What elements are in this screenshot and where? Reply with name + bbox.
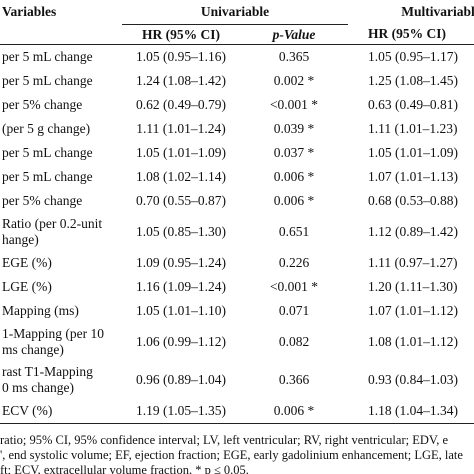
table-row: LGE (%) 1.16 (1.09–1.24) <0.001 * 1.20 (1.1… bbox=[0, 275, 474, 299]
variable-header: Variables bbox=[2, 4, 57, 20]
variable-cell: per 5% change bbox=[2, 193, 83, 208]
table-row: (per 5 g change) 1.11 (1.01–1.24) 0.039 * 1… bbox=[0, 117, 474, 141]
value-cell: 1.16 (1.09–1.24) bbox=[136, 279, 226, 294]
table-row: 1-Mapping (per 10 ms change) 1.06 (0.99–1… bbox=[0, 323, 474, 361]
value-cell: 0.082 bbox=[278, 334, 310, 349]
variable-cell: LGE (%) bbox=[2, 279, 52, 294]
value-cell: 0.365 bbox=[278, 49, 310, 64]
value-cell: 0.002 * bbox=[273, 73, 315, 88]
table-row: per 5% change 0.70 (0.55–0.87) 0.006 * 0.68… bbox=[0, 189, 474, 213]
group-header: Multivariable bbox=[401, 4, 474, 20]
table-row: per 5 mL change 1.08 (1.02–1.14) 0.006 * 1.… bbox=[0, 165, 474, 189]
value-cell: 0.651 bbox=[278, 224, 310, 239]
value-cell: 0.96 (0.89–1.04) bbox=[136, 372, 226, 387]
variable-cell: per 5 mL change bbox=[2, 169, 93, 184]
variable-cell: per 5 mL change bbox=[2, 73, 93, 88]
value-cell: 1.19 (1.05–1.35) bbox=[122, 399, 240, 424]
table-row: Mapping (ms) 1.05 (1.01–1.10) 0.071 1.07 (1… bbox=[0, 299, 474, 323]
value-cell: 1.05 (1.01–1.10) bbox=[136, 303, 226, 318]
footnote: ratio; 95% CI, 95% confidence interval; … bbox=[0, 433, 474, 474]
value-cell: 1.24 (1.08–1.42) bbox=[136, 73, 226, 88]
value-cell: 1.06 (0.99–1.12) bbox=[136, 334, 226, 349]
value-cell: 1.20 (1.11–1.30) bbox=[368, 279, 458, 294]
variable-cell: ECV (%) bbox=[0, 399, 122, 424]
value-cell: 1.05 (0.85–1.30) bbox=[136, 224, 226, 239]
value-cell: 0.006 * bbox=[240, 399, 349, 424]
value-cell: 1.12 (0.89–1.42) bbox=[368, 224, 459, 239]
value-cell: 1.05 (1.01–1.09) bbox=[136, 145, 226, 160]
value-cell: 0.039 * bbox=[273, 121, 315, 136]
value-cell: 1.09 (0.95–1.24) bbox=[136, 255, 226, 270]
group-header: Univariable bbox=[122, 0, 349, 25]
value-cell: 1.07 (1.01–1.13) bbox=[368, 169, 459, 184]
value-cell: 0.226 bbox=[278, 255, 310, 270]
value-cell: 0.63 (0.49–0.81) bbox=[368, 97, 459, 112]
variable-cell: Mapping (ms) bbox=[2, 303, 79, 318]
results-table: Variables Univariable Multivariable HR (… bbox=[0, 0, 474, 424]
value-cell: 1.25 (1.08–1.45) bbox=[368, 73, 459, 88]
table-row: Ratio (per 0.2-unit hange) 1.05 (0.85–1.3… bbox=[0, 213, 474, 251]
variable-cell: Ratio (per 0.2-unit hange) bbox=[2, 216, 103, 247]
table-row: rast T1-Mapping 0 ms change) 0.96 (0.89–1… bbox=[0, 361, 474, 399]
table-row: per 5% change 0.62 (0.49–0.79) <0.001 * 0.6… bbox=[0, 93, 474, 117]
value-cell: 0.70 (0.55–0.87) bbox=[136, 193, 226, 208]
value-cell: 1.05 (0.95–1.17) bbox=[368, 49, 459, 64]
value-cell: 0.93 (0.84–1.03) bbox=[368, 372, 459, 387]
value-cell: 1.05 (0.95–1.16) bbox=[136, 49, 226, 64]
column-header: p-Value bbox=[240, 24, 349, 45]
footnote-line: ft; ECV, extracellular volume fraction, … bbox=[0, 463, 249, 474]
value-cell: <0.001 * bbox=[269, 279, 319, 294]
variable-cell: 1-Mapping (per 10 ms change) bbox=[2, 326, 104, 357]
variable-cell: EGE (%) bbox=[2, 255, 52, 270]
value-cell: 1.18 (1.04–1.34) bbox=[348, 399, 474, 424]
value-cell: 0.037 * bbox=[273, 145, 315, 160]
table-row: EGE (%) 1.09 (0.95–1.24) 0.226 1.11 (0.97–1… bbox=[0, 251, 474, 275]
value-cell: 1.05 (1.01–1.09) bbox=[368, 145, 459, 160]
value-cell: 1.07 (1.01–1.12) bbox=[368, 303, 459, 318]
column-header: HR (95% CI) bbox=[348, 24, 474, 45]
value-cell: <0.001 * bbox=[269, 97, 319, 112]
value-cell: 0.68 (0.53–0.88) bbox=[368, 193, 459, 208]
table-row: per 5 mL change 1.05 (0.95–1.16) 0.365 1.05… bbox=[0, 45, 474, 70]
table-row: ECV (%) 1.19 (1.05–1.35) 0.006 * 1.18 (1.04… bbox=[0, 399, 474, 424]
value-cell: 1.11 (1.01–1.24) bbox=[136, 121, 226, 136]
footnote-line: ratio; 95% CI, 95% confidence interval; … bbox=[0, 433, 449, 447]
value-cell: 0.62 (0.49–0.79) bbox=[136, 97, 226, 112]
value-cell: 0.071 bbox=[278, 303, 310, 318]
value-cell: 1.11 (1.01–1.23) bbox=[368, 121, 458, 136]
value-cell: 0.366 bbox=[278, 372, 310, 387]
value-cell: 1.08 (1.01–1.12) bbox=[368, 334, 459, 349]
value-cell: 1.08 (1.02–1.14) bbox=[136, 169, 226, 184]
value-cell: 0.006 * bbox=[273, 169, 315, 184]
table-row: per 5 mL change 1.05 (1.01–1.09) 0.037 * 1.… bbox=[0, 141, 474, 165]
variable-cell: (per 5 g change) bbox=[2, 121, 91, 136]
table-row: per 5 mL change 1.24 (1.08–1.42) 0.002 * 1.… bbox=[0, 69, 474, 93]
variable-cell: rast T1-Mapping 0 ms change) bbox=[2, 364, 93, 395]
footnote-line: ', end systolic volume; EF, ejection fra… bbox=[0, 448, 463, 462]
variable-cell: per 5% change bbox=[2, 97, 83, 112]
column-header: HR (95% CI) bbox=[122, 24, 240, 45]
variable-cell: per 5 mL change bbox=[2, 49, 93, 64]
value-cell: 0.006 * bbox=[273, 193, 315, 208]
value-cell: 1.11 (0.97–1.27) bbox=[368, 255, 458, 270]
variable-cell: per 5 mL change bbox=[2, 145, 93, 160]
